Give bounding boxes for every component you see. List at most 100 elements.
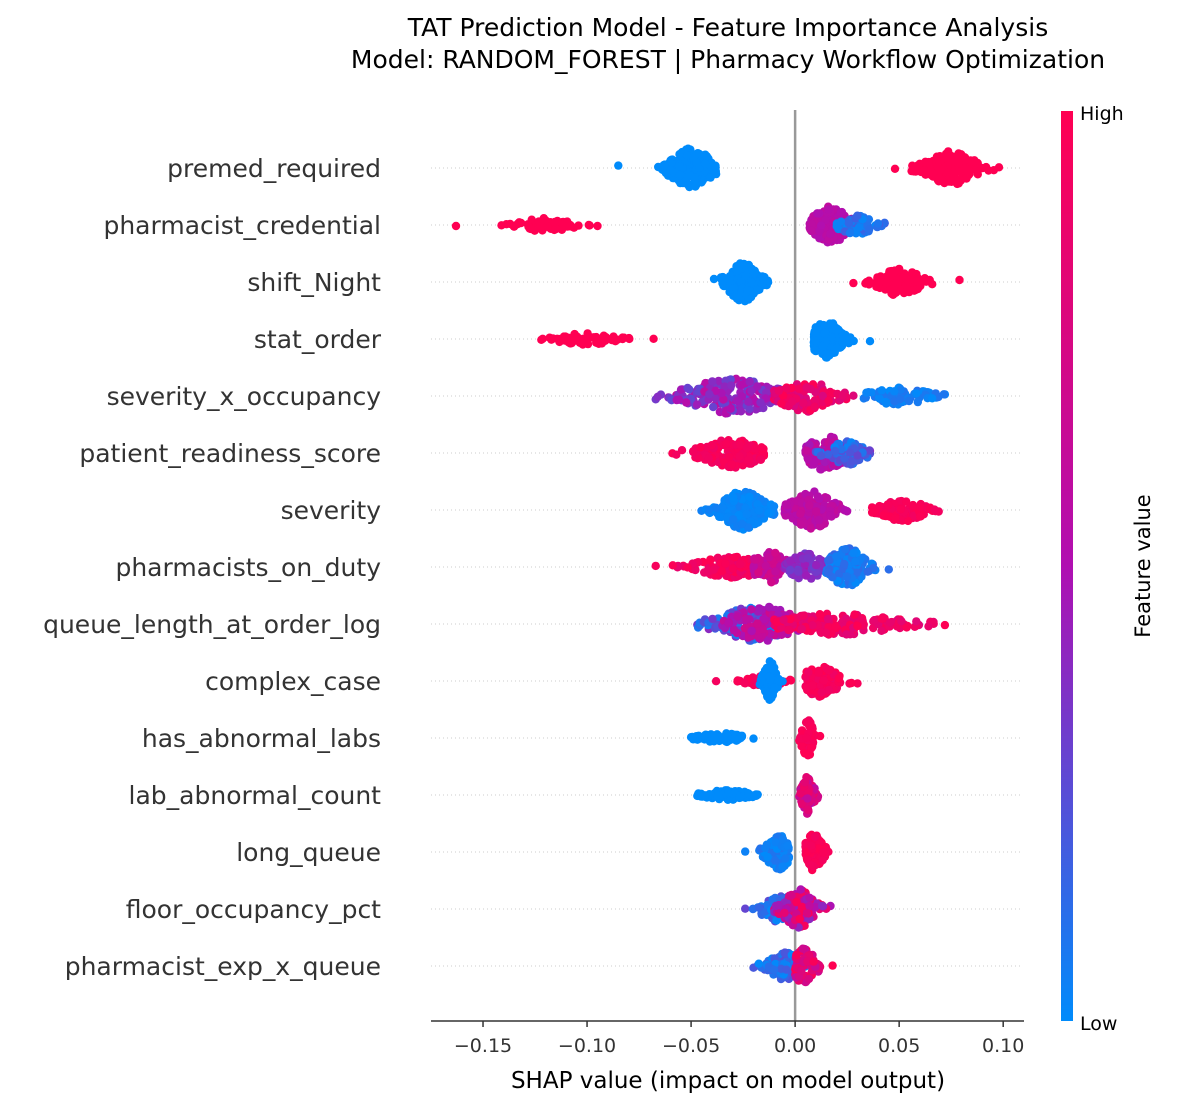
shap-point	[841, 545, 850, 554]
shap-point	[741, 847, 750, 856]
shap-point	[757, 443, 766, 452]
feature-label-premed-required: premed_required	[167, 154, 381, 183]
shap-point	[719, 395, 728, 404]
shap-point	[928, 394, 937, 403]
shap-point	[747, 626, 756, 636]
shap-point	[849, 391, 858, 400]
shap-point	[786, 565, 795, 575]
shap-point	[875, 501, 884, 511]
shap-point	[933, 153, 943, 162]
shap-point	[764, 602, 774, 612]
shap-point	[807, 226, 816, 236]
feature-label-complex-case: complex_case	[205, 667, 381, 696]
shap-point	[818, 856, 827, 865]
shap-point	[735, 560, 744, 569]
shap-point	[563, 333, 573, 342]
shap-point	[822, 493, 832, 503]
shap-point	[920, 166, 929, 175]
shap-point	[908, 500, 918, 510]
shap-point	[737, 519, 747, 529]
shap-point	[865, 446, 874, 455]
shap-point	[960, 153, 970, 162]
shap-point	[737, 380, 746, 390]
shap-point	[911, 285, 921, 294]
shap-point	[754, 959, 763, 968]
shap-point	[834, 674, 844, 683]
shap-point	[805, 893, 814, 902]
shap-point	[660, 161, 669, 170]
shap-point	[815, 522, 825, 531]
shap-point	[962, 174, 971, 183]
shap-point	[778, 862, 787, 871]
shap-point	[802, 733, 811, 742]
shap-point	[688, 732, 697, 742]
shap-point	[770, 856, 780, 865]
shap-point	[877, 626, 886, 635]
shap-point	[804, 974, 814, 984]
shap-point	[913, 397, 922, 407]
shap-point	[735, 793, 744, 803]
shap-point	[830, 446, 840, 456]
shap-point	[769, 502, 779, 511]
shap-point	[578, 335, 587, 345]
shap-point	[824, 396, 833, 406]
shap-point	[840, 506, 850, 515]
feature-row-stat-order	[537, 319, 875, 362]
shap-point	[601, 336, 610, 345]
shap-point	[787, 891, 796, 900]
shap-point	[794, 384, 804, 393]
shap-point	[838, 391, 847, 400]
shap-point	[689, 153, 698, 162]
shap-point	[826, 511, 835, 520]
shap-point	[742, 614, 751, 624]
shap-point	[758, 624, 767, 634]
shap-point	[729, 626, 739, 635]
shap-point	[717, 566, 727, 576]
shap-point	[853, 679, 862, 688]
shap-point	[727, 381, 736, 390]
shap-point	[847, 456, 856, 466]
shap-point	[726, 404, 735, 413]
shap-point	[824, 685, 834, 695]
shap-point	[744, 455, 754, 465]
shap-point	[811, 507, 821, 516]
shap-point	[682, 398, 691, 407]
shap-point	[912, 389, 921, 398]
shap-point	[711, 503, 721, 512]
shap-point	[729, 515, 738, 524]
shap-point	[889, 284, 898, 293]
shap-point	[807, 743, 816, 753]
shap-point	[786, 615, 795, 624]
feature-label-queue-length-at-order-log: queue_length_at_order_log	[43, 610, 381, 639]
x-tick-label: −0.10	[558, 1035, 616, 1057]
shap-point	[750, 555, 760, 564]
shap-point	[813, 492, 823, 501]
shap-point	[763, 852, 772, 862]
shap-point	[912, 617, 921, 626]
feature-row-severity	[697, 487, 943, 534]
shap-point	[805, 501, 814, 510]
x-tick-label: 0.05	[878, 1035, 920, 1057]
shap-point	[688, 447, 698, 456]
shap-point	[695, 163, 704, 172]
shap-point	[735, 452, 744, 461]
shap-point	[817, 688, 826, 697]
feature-label-lab-abnormal-count: lab_abnormal_count	[129, 781, 382, 810]
shap-point	[849, 278, 858, 288]
shap-point	[836, 217, 846, 226]
shap-point	[691, 565, 700, 575]
shap-point	[805, 901, 814, 911]
shap-point	[756, 455, 765, 464]
shap-point	[782, 500, 792, 510]
shap-point	[796, 509, 805, 518]
shap-point	[902, 497, 911, 506]
shap-point	[808, 681, 817, 690]
shap-point	[782, 385, 791, 394]
shap-point	[745, 404, 754, 414]
shap-point	[677, 446, 687, 455]
shap-point	[955, 275, 964, 285]
shap-point	[709, 274, 719, 284]
shap-point	[451, 221, 461, 231]
shap-point	[736, 407, 746, 416]
shap-point	[668, 561, 677, 570]
